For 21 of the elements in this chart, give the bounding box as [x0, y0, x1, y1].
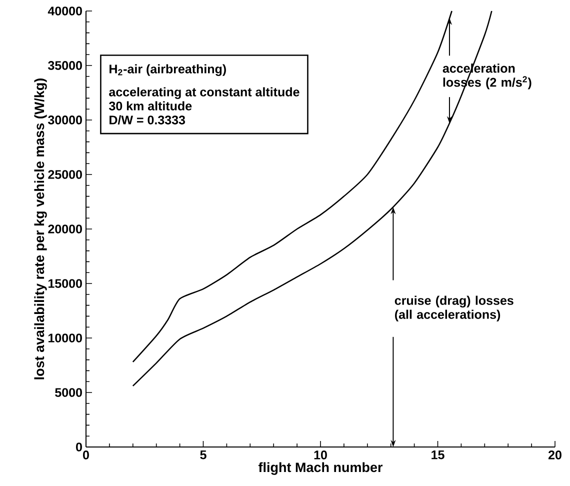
- x-tick-label: 5: [200, 450, 206, 460]
- y-tick-label: 35000: [48, 61, 82, 70]
- x-axis-title: flight Mach number: [258, 462, 383, 475]
- y-tick-label: 25000: [48, 170, 82, 179]
- x-tick-label: 10: [314, 450, 327, 460]
- annotation: H$_{2}$-air (airbreathing): [110, 64, 226, 76]
- annotation: D/W = 0.3333: [110, 115, 186, 125]
- annotation: cruise (drag) losses (all accelerations): [394, 296, 514, 322]
- x-tick-label: 20: [548, 450, 562, 460]
- annotation: 30 km altitude: [109, 101, 192, 110]
- y-axis-title: lost availability rate per kg vehicle mass (W/kg): [34, 78, 47, 380]
- y-tick-label: 15000: [48, 279, 82, 288]
- y-tick-label: 0: [76, 442, 82, 452]
- y-tick-label: 5000: [55, 388, 82, 397]
- x-tick-label: 0: [83, 450, 89, 460]
- annotation: accelerating at constant altitude: [109, 87, 300, 99]
- y-tick-label: 40000: [48, 6, 82, 16]
- y-tick-label: 10000: [48, 334, 82, 342]
- y-tick-label: 30000: [48, 116, 82, 124]
- y-tick-label: 20000: [48, 224, 82, 234]
- x-tick-label: 15: [432, 450, 444, 460]
